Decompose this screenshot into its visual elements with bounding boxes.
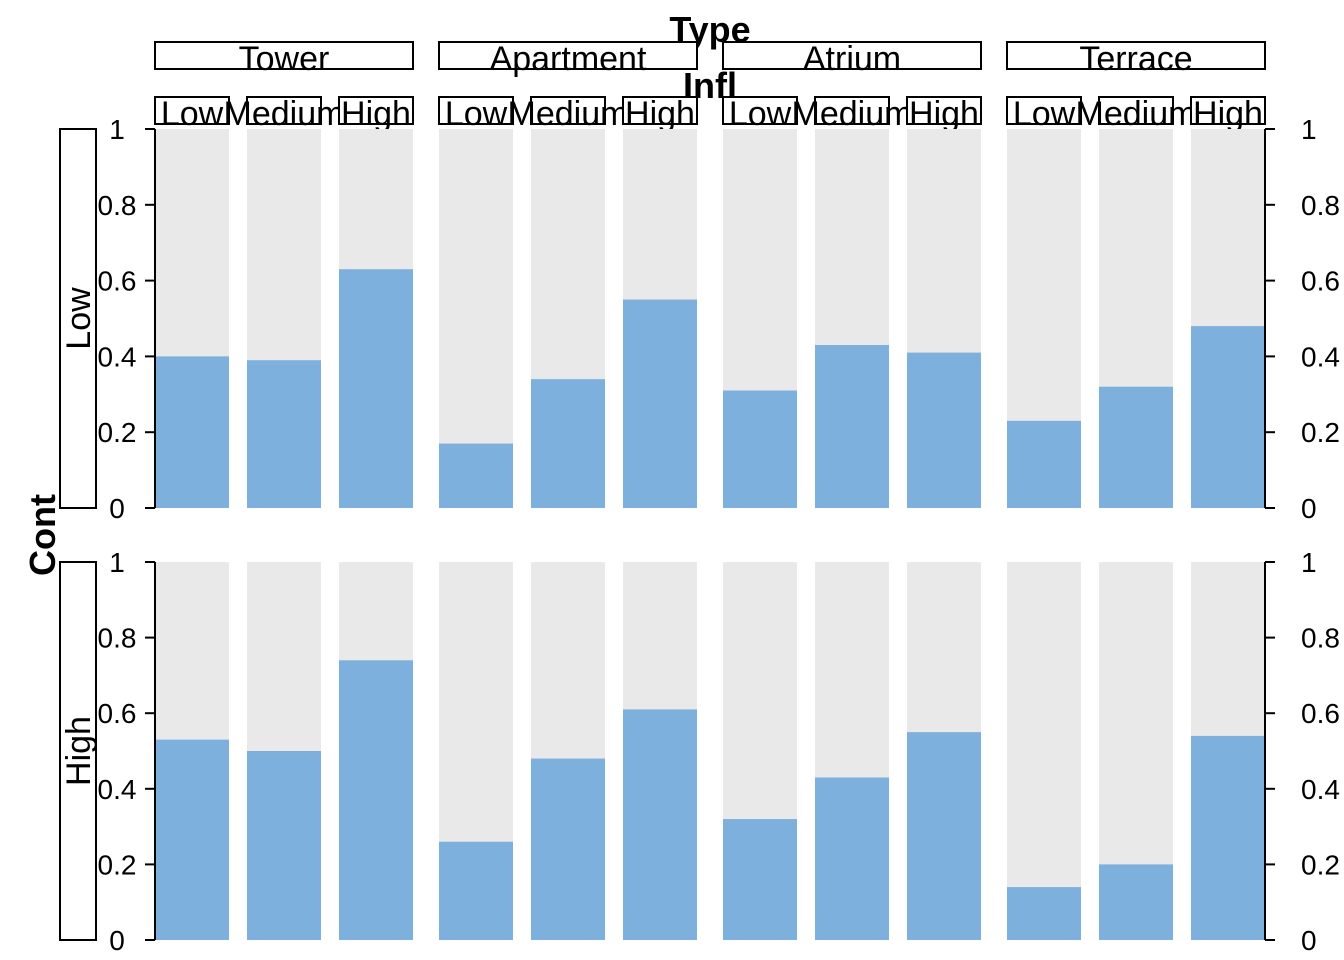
bar-high-atrium-low [723, 819, 797, 940]
bar-high-tower-high [339, 660, 413, 940]
infl-strip-label-apartment-medium: Medium [508, 95, 629, 133]
y-tick-label-right-low-2: 0.4 [1301, 341, 1340, 372]
type-strip-atrium [722, 41, 982, 70]
infl-strip-atrium-high [906, 96, 982, 125]
type-strip-label-tower: Tower [239, 40, 330, 78]
infl-strip-label-apartment-low: Low [445, 95, 508, 133]
bar-low-atrium-medium [815, 345, 889, 508]
infl-strip-tower-medium [246, 96, 322, 125]
type-strip-terrace [1006, 41, 1266, 70]
bar-high-atrium-medium [815, 777, 889, 940]
type-strip-label-apartment: Apartment [490, 40, 647, 78]
bar-high-atrium-high [907, 732, 981, 940]
bar-low-apartment-medium [531, 379, 605, 508]
infl-strip-label-atrium-low: Low [729, 95, 792, 133]
bar-high-apartment-high [623, 709, 697, 940]
y-tick-label-right-low-1: 0.2 [1301, 417, 1340, 448]
cont-strip-label-high: High [60, 716, 98, 786]
cont-strip-high [59, 561, 97, 941]
bar-low-terrace-low [1007, 420, 1081, 508]
y-tick-label-left-low-5: 1 [109, 114, 125, 145]
y-tick-label-right-high-4: 0.8 [1301, 623, 1340, 654]
infl-strip-label-atrium-medium: Medium [792, 95, 913, 133]
infl-strip-atrium-low [722, 96, 798, 125]
infl-strip-label-terrace-low: Low [1013, 95, 1076, 133]
y-tick-label-left-high-3: 0.6 [98, 698, 137, 729]
bar-bg-high-terrace-low [1007, 562, 1081, 940]
y-tick-label-left-high-0: 0 [109, 925, 125, 956]
infl-strip-terrace-high [1190, 96, 1266, 125]
bar-high-apartment-low [439, 841, 513, 940]
infl-strip-label-tower-high: High [341, 95, 411, 133]
bar-high-terrace-high [1191, 735, 1265, 940]
y-tick-label-left-high-1: 0.2 [98, 849, 137, 880]
infl-strip-apartment-low [438, 96, 514, 125]
infl-strip-label-tower-medium: Medium [224, 95, 345, 133]
y-tick-label-right-low-5: 1 [1301, 114, 1317, 145]
bar-high-tower-low [155, 739, 229, 940]
infl-strip-atrium-medium [814, 96, 890, 125]
bar-low-tower-medium [247, 360, 321, 508]
cont-facet-title: Cont [22, 494, 63, 576]
y-tick-label-right-high-0: 0 [1301, 925, 1317, 956]
infl-strip-terrace-medium [1098, 96, 1174, 125]
y-tick-label-right-low-4: 0.8 [1301, 190, 1340, 221]
bar-low-apartment-high [623, 299, 697, 508]
y-tick-label-right-low-0: 0 [1301, 493, 1317, 524]
y-tick-label-right-high-3: 0.6 [1301, 698, 1340, 729]
y-tick-label-left-low-0: 0 [109, 493, 125, 524]
type-strip-label-terrace: Terrace [1079, 40, 1192, 78]
y-tick-label-right-low-3: 0.6 [1301, 266, 1340, 297]
cont-strip-label-low: Low [60, 287, 98, 350]
bar-low-terrace-high [1191, 326, 1265, 508]
bar-high-apartment-medium [531, 758, 605, 940]
bar-low-atrium-low [723, 390, 797, 508]
y-tick-label-right-high-5: 1 [1301, 547, 1317, 578]
infl-strip-tower-low [154, 96, 230, 125]
bar-high-tower-medium [247, 751, 321, 940]
infl-strip-label-terrace-high: High [1193, 95, 1263, 133]
infl-strip-apartment-medium [530, 96, 606, 125]
y-tick-label-left-low-2: 0.4 [98, 341, 137, 372]
infl-strip-label-terrace-medium: Medium [1076, 95, 1197, 133]
type-strip-tower [154, 41, 414, 70]
bar-high-terrace-low [1007, 887, 1081, 940]
infl-strip-tower-high [338, 96, 414, 125]
y-tick-label-left-low-3: 0.6 [98, 266, 137, 297]
y-tick-label-left-high-4: 0.8 [98, 623, 137, 654]
type-strip-apartment [438, 41, 698, 70]
infl-strip-label-tower-low: Low [161, 95, 224, 133]
y-tick-label-left-high-2: 0.4 [98, 774, 137, 805]
y-tick-label-left-high-5: 1 [109, 547, 125, 578]
bar-low-terrace-medium [1099, 386, 1173, 508]
bar-low-tower-low [155, 356, 229, 508]
type-strip-label-atrium: Atrium [803, 40, 901, 78]
y-tick-label-right-high-1: 0.2 [1301, 849, 1340, 880]
y-tick-label-right-high-2: 0.4 [1301, 774, 1340, 805]
cont-strip-low [59, 128, 97, 509]
infl-strip-terrace-low [1006, 96, 1082, 125]
infl-strip-apartment-high [622, 96, 698, 125]
bar-low-tower-high [339, 269, 413, 508]
y-tick-label-left-low-4: 0.8 [98, 190, 137, 221]
y-tick-label-left-low-1: 0.2 [98, 417, 137, 448]
bar-low-apartment-low [439, 443, 513, 508]
bar-high-terrace-medium [1099, 864, 1173, 940]
infl-strip-label-atrium-high: High [909, 95, 979, 133]
bar-low-atrium-high [907, 352, 981, 508]
infl-strip-label-apartment-high: High [625, 95, 695, 133]
